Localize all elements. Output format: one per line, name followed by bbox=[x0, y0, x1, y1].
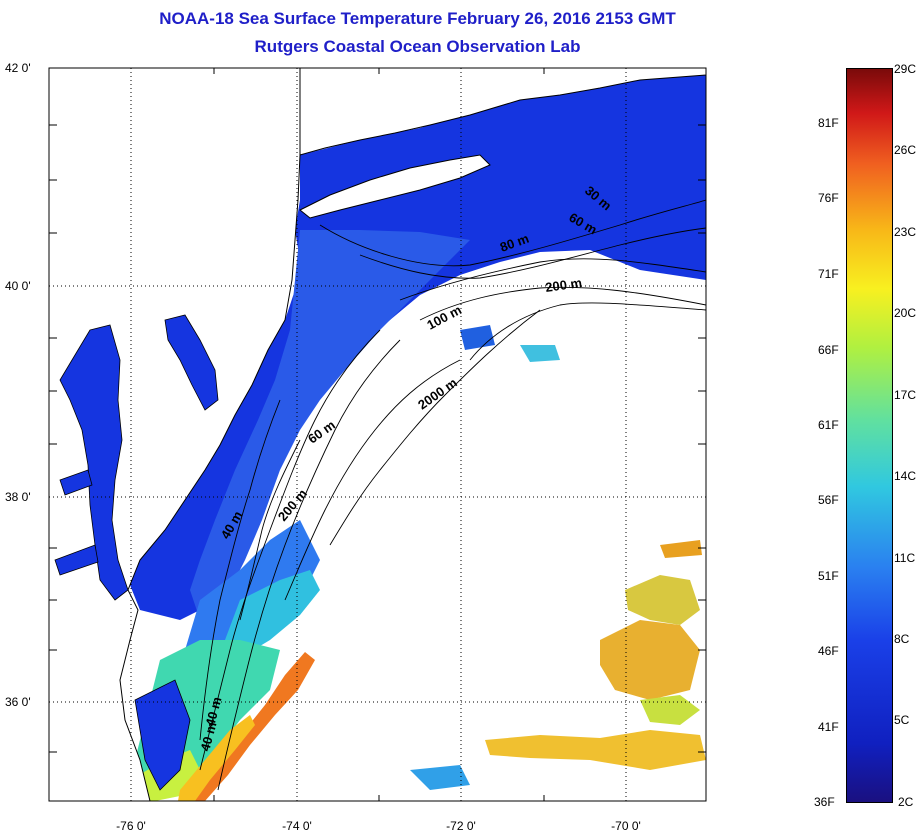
chesapeake-bay bbox=[59, 324, 129, 601]
land-mid-atlantic bbox=[49, 68, 301, 801]
ticks bbox=[49, 68, 706, 801]
lat-label: 38 0' bbox=[5, 490, 31, 504]
colorbar-f-label: 56F bbox=[818, 493, 839, 507]
lon-label: -74 0' bbox=[282, 819, 312, 832]
colorbar-c-label: 5C bbox=[894, 713, 910, 727]
temperature-colorbar bbox=[846, 68, 893, 803]
chesapeake-tributary-1 bbox=[59, 469, 93, 496]
colorbar-f-label: 36F bbox=[814, 795, 835, 809]
chesapeake-tributary-2 bbox=[54, 544, 99, 576]
colorbar-f-label: 66F bbox=[818, 343, 839, 357]
colorbar-c-label: 20C bbox=[894, 306, 917, 320]
colorbar-f-label: 61F bbox=[818, 418, 839, 432]
bathymetry-contours bbox=[199, 199, 706, 791]
lon-label: -76 0' bbox=[116, 819, 146, 832]
colorbar-c-label: 17C bbox=[894, 388, 917, 402]
colorbar-f-label: 51F bbox=[818, 569, 839, 583]
sst-cyan-band bbox=[225, 570, 320, 655]
colorbar-c-label: 11C bbox=[894, 551, 916, 565]
contour-label: 40 m bbox=[197, 720, 219, 753]
sst-nearshore-blue bbox=[190, 230, 470, 620]
contour-label: 100 m bbox=[424, 302, 464, 333]
colorbar-c-label: 23C bbox=[894, 225, 917, 239]
land-new-england bbox=[299, 68, 706, 156]
map-content: 30 m 60 m 80 m 200 m 100 m 2000 m 60 m 4… bbox=[49, 68, 706, 801]
contour-label: 60 m bbox=[305, 417, 338, 446]
bays bbox=[54, 314, 219, 791]
contour-label: 200 m bbox=[544, 275, 583, 295]
delaware-bay bbox=[164, 314, 219, 411]
lon-label: -70 0' bbox=[611, 819, 641, 832]
lat-label: 42 0' bbox=[5, 61, 31, 75]
map-title: NOAA-18 Sea Surface Temperature February… bbox=[159, 9, 676, 28]
colorbar-f-label: 76F bbox=[818, 191, 839, 205]
sst-mid-shelf bbox=[185, 520, 320, 660]
contour-label: 40 m bbox=[202, 695, 224, 728]
colorbar-f-label: 71F bbox=[818, 267, 839, 281]
lat-label: 36 0' bbox=[5, 695, 31, 709]
colorbar-c-label: 26C bbox=[894, 143, 917, 157]
sst-offshore-patches bbox=[410, 325, 706, 790]
colorbar-f-label: 81F bbox=[818, 116, 839, 130]
pamlico-sound bbox=[134, 679, 191, 791]
sst-northern-shelf bbox=[128, 70, 706, 620]
sst-gulfstream-yellow bbox=[178, 715, 255, 801]
lat-label: 40 0' bbox=[5, 279, 31, 293]
colorbar-c-label: 8C bbox=[894, 632, 910, 646]
map-frame bbox=[48, 67, 707, 802]
colorbar-c-label: 29C bbox=[894, 62, 917, 76]
graticule bbox=[49, 68, 706, 801]
contour-label: 200 m bbox=[275, 486, 310, 524]
colorbar-f-label: 41F bbox=[818, 720, 839, 734]
contour-label: 2000 m bbox=[415, 375, 460, 413]
colorbar-c-label: 2C bbox=[898, 795, 914, 809]
lon-label: -72 0' bbox=[446, 819, 476, 832]
map-subtitle: Rutgers Coastal Ocean Observation Lab bbox=[254, 37, 581, 56]
colorbar-f-label: 46F bbox=[818, 644, 839, 658]
land-long-island bbox=[299, 154, 491, 219]
colorbar-c-label: 14C bbox=[894, 469, 917, 483]
land bbox=[49, 68, 706, 801]
